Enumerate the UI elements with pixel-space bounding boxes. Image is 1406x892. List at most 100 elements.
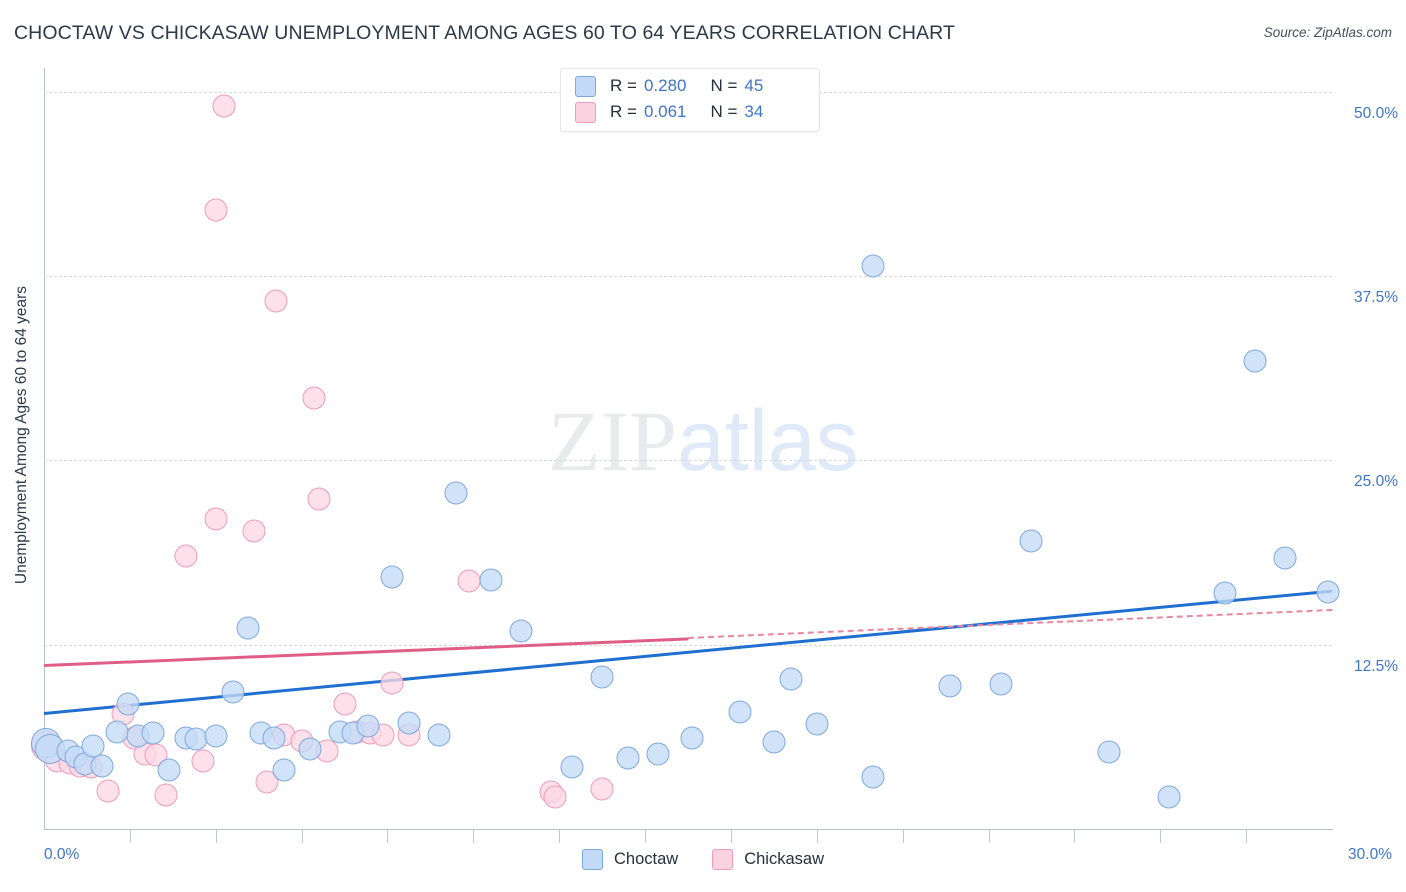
stats-legend: R = 0.280 N = 45 R = 0.061 N = 34 [560, 68, 820, 132]
series-swatch-choctaw [582, 849, 603, 870]
scatter-point-choctaw[interactable] [1213, 581, 1237, 605]
scatter-point-choctaw[interactable] [157, 758, 180, 782]
x-axis-tick [387, 829, 389, 843]
gridline-y [44, 275, 1332, 277]
scatter-point-chickasaw[interactable] [380, 671, 404, 695]
scatter-point-choctaw[interactable] [989, 672, 1013, 696]
x-axis-tick [215, 829, 217, 843]
x-axis-line [44, 829, 1333, 830]
plot-area: ZIPatlas [31, 68, 1340, 843]
scatter-point-choctaw[interactable] [938, 674, 962, 698]
y-axis-title: Unemployment Among Ages 60 to 64 years [13, 285, 30, 585]
n-value-choctaw: 45 [744, 76, 764, 95]
scatter-point-choctaw[interactable] [560, 755, 584, 779]
y-axis-tick-label: 37.5% [1354, 288, 1398, 306]
scatter-point-chickasaw[interactable] [307, 487, 331, 511]
y-axis-tick-label: 25.0% [1354, 473, 1398, 491]
series-legend-item-chickasaw[interactable]: Chickasaw [712, 849, 824, 870]
scatter-point-choctaw[interactable] [680, 726, 704, 750]
scatter-point-choctaw[interactable] [762, 730, 786, 754]
scatter-point-choctaw[interactable] [1243, 349, 1267, 373]
x-axis-tick [559, 829, 561, 843]
scatter-point-choctaw[interactable] [728, 700, 752, 724]
y-axis-line [44, 68, 45, 830]
scatter-point-choctaw[interactable] [1157, 785, 1181, 809]
scatter-point-chickasaw[interactable] [204, 198, 228, 222]
scatter-point-chickasaw[interactable] [242, 519, 266, 543]
x-axis-tick [129, 829, 131, 843]
scatter-point-chickasaw[interactable] [264, 289, 288, 313]
x-axis-tick [1074, 829, 1076, 843]
n-label-chickasaw: N = [710, 102, 738, 121]
scatter-point-chickasaw[interactable] [590, 777, 614, 801]
scatter-point-choctaw[interactable] [479, 568, 502, 592]
x-axis-tick [645, 829, 647, 843]
r-value-choctaw: 0.280 [643, 76, 687, 95]
n-value-chickasaw: 34 [744, 102, 764, 121]
scatter-point-choctaw[interactable] [141, 721, 165, 745]
scatter-point-chickasaw[interactable] [204, 507, 228, 531]
x-axis-tick [902, 829, 904, 843]
scatter-point-choctaw[interactable] [861, 254, 885, 278]
scatter-point-chickasaw[interactable] [96, 779, 120, 803]
scatter-point-choctaw[interactable] [221, 680, 245, 704]
scatter-point-choctaw[interactable] [805, 712, 829, 736]
scatter-point-chickasaw[interactable] [333, 692, 357, 716]
trendline-chickasaw-projected [687, 609, 1333, 640]
scatter-point-choctaw[interactable] [427, 723, 451, 747]
n-label-choctaw: N = [710, 76, 738, 95]
scatter-point-choctaw[interactable] [861, 765, 885, 789]
scatter-point-choctaw[interactable] [1273, 546, 1297, 570]
scatter-point-choctaw[interactable] [397, 711, 421, 735]
scatter-point-chickasaw[interactable] [212, 94, 236, 118]
scatter-point-choctaw[interactable] [444, 481, 468, 505]
gridline-y [44, 460, 1332, 462]
scatter-point-choctaw[interactable] [1097, 740, 1121, 764]
scatter-point-choctaw[interactable] [509, 619, 533, 643]
scatter-point-choctaw[interactable] [272, 758, 296, 782]
scatter-point-chickasaw[interactable] [255, 770, 279, 794]
x-axis-tick-label-max: 30.0% [1348, 846, 1392, 863]
scatter-point-choctaw[interactable] [356, 714, 380, 738]
scatter-point-chickasaw[interactable] [174, 544, 198, 568]
scatter-point-choctaw[interactable] [646, 742, 670, 766]
scatter-point-chickasaw[interactable] [191, 749, 215, 773]
x-axis-tick [988, 829, 990, 843]
scatter-point-choctaw[interactable] [590, 665, 614, 689]
gridline-y [44, 644, 1332, 646]
legend-swatch-chickasaw [575, 101, 596, 123]
x-axis-tick-label-min: 0.0% [44, 846, 80, 863]
source-attribution: Source: ZipAtlas.com [1263, 25, 1392, 40]
legend-swatch-choctaw [575, 75, 596, 97]
series-label-choctaw: Choctaw [614, 850, 679, 868]
scatter-point-choctaw[interactable] [616, 746, 640, 770]
x-axis-tick [473, 829, 475, 843]
scatter-point-choctaw[interactable] [1316, 580, 1340, 604]
scatter-point-choctaw[interactable] [90, 754, 114, 778]
scatter-point-choctaw[interactable] [116, 692, 140, 716]
watermark-atlas: atlas [677, 393, 859, 489]
scatter-point-choctaw[interactable] [262, 726, 286, 750]
scatter-point-choctaw[interactable] [779, 667, 803, 691]
r-label-chickasaw: R = [610, 102, 637, 121]
scatter-point-chickasaw[interactable] [302, 386, 326, 410]
scatter-point-choctaw[interactable] [236, 616, 260, 640]
scatter-point-chickasaw[interactable] [543, 785, 567, 809]
series-label-chickasaw: Chickasaw [744, 850, 824, 868]
stats-legend-row-choctaw: R = 0.280 N = 45 [575, 73, 763, 99]
zipatlas-watermark: ZIPatlas [548, 398, 859, 484]
scatter-point-choctaw[interactable] [204, 724, 228, 748]
scatter-point-chickasaw[interactable] [457, 569, 481, 593]
x-axis-tick [1246, 829, 1248, 843]
y-axis-tick-label: 12.5% [1354, 657, 1398, 675]
scatter-point-choctaw[interactable] [298, 737, 322, 761]
series-legend-item-choctaw[interactable]: Choctaw [582, 849, 678, 870]
scatter-point-choctaw[interactable] [380, 565, 404, 589]
r-label-choctaw: R = [610, 76, 637, 95]
scatter-point-chickasaw[interactable] [154, 783, 178, 807]
series-legend: Choctaw Chickasaw [0, 849, 1406, 870]
scatter-point-choctaw[interactable] [105, 720, 129, 744]
page-title: CHOCTAW VS CHICKASAW UNEMPLOYMENT AMONG … [14, 22, 956, 44]
scatter-point-choctaw[interactable] [1019, 529, 1043, 553]
